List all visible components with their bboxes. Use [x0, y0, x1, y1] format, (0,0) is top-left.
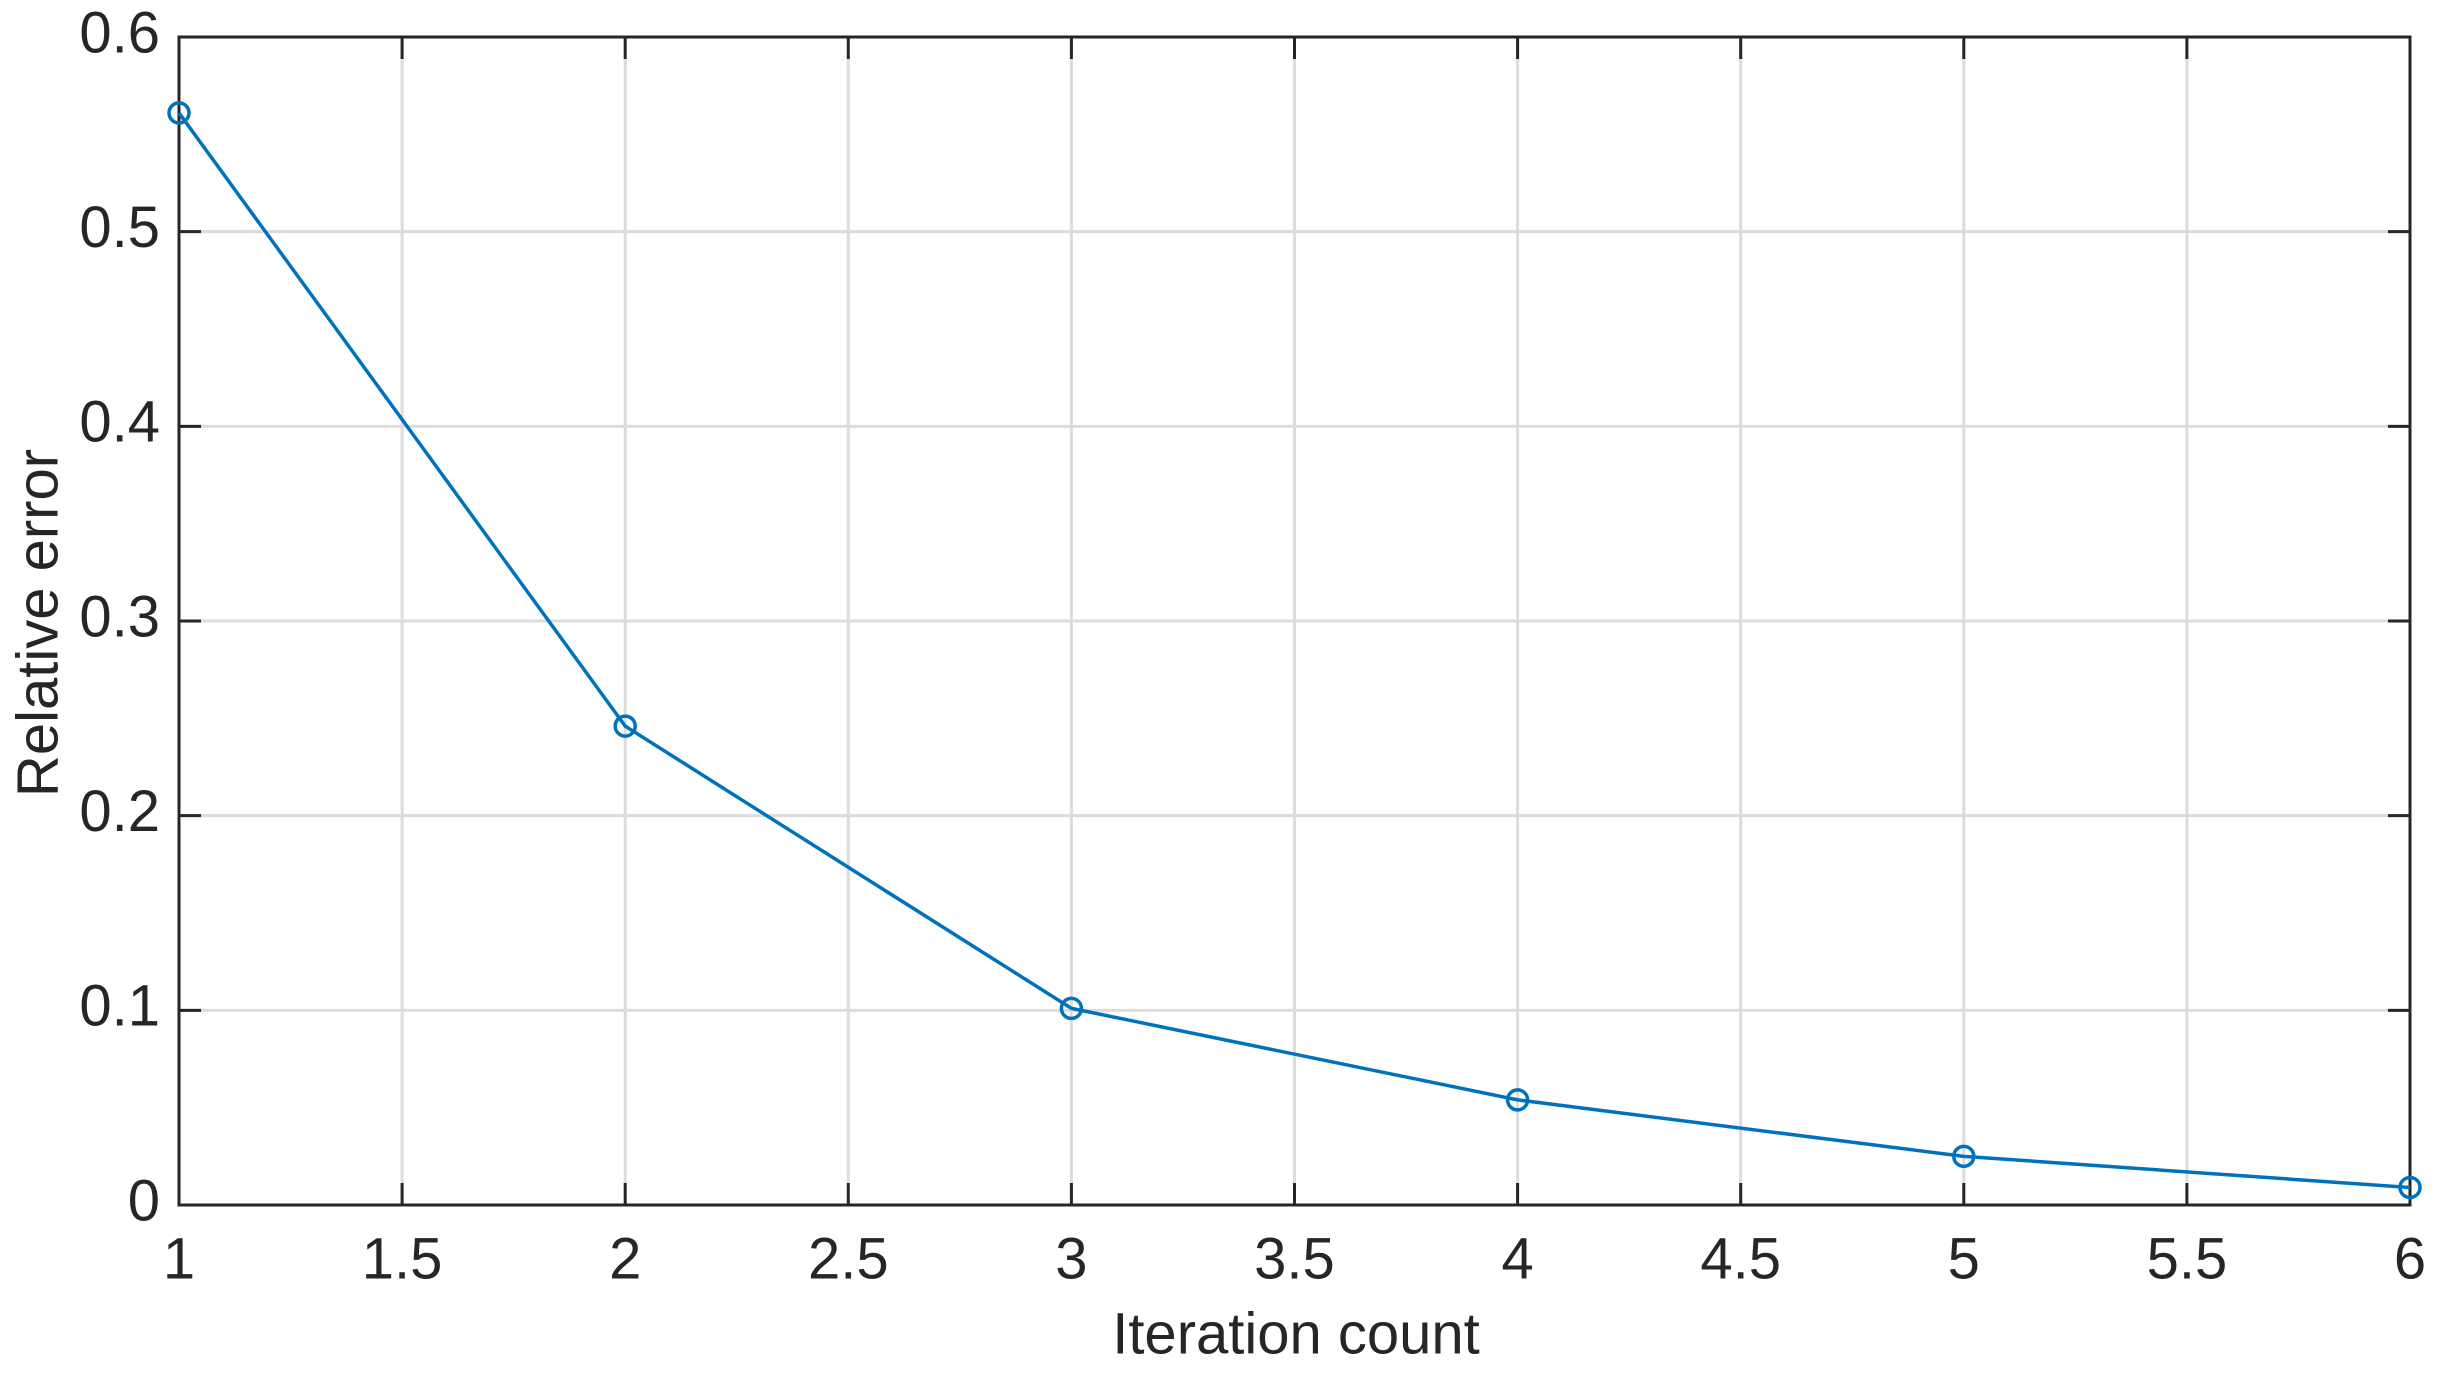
x-tick-label: 3 [1055, 1226, 1087, 1291]
y-tick-label: 0.4 [79, 390, 160, 455]
x-tick-label: 1.5 [362, 1226, 443, 1291]
y-tick-label: 0.5 [79, 195, 160, 260]
data-point [1505, 1088, 1530, 1112]
series-line [177, 111, 2411, 1190]
y-axis-label: Relative error [5, 449, 70, 797]
x-tick-label: 5 [1948, 1226, 1980, 1291]
y-tick-label: 0.3 [79, 584, 160, 649]
x-tick-label: 1 [163, 1226, 195, 1291]
data-point [167, 101, 191, 125]
plot-frame [177, 35, 2412, 1207]
y-tick-label: 0.2 [79, 779, 160, 844]
x-tick-label: 2 [609, 1226, 641, 1291]
x-tick-label: 5.5 [2147, 1226, 2228, 1291]
y-tick-label: 0.1 [79, 974, 160, 1039]
y-tick-label: 0 [128, 1168, 160, 1233]
x-tick-label: 3.5 [1254, 1226, 1335, 1291]
data-point [613, 714, 637, 738]
data-point [1952, 1144, 1976, 1169]
x-tick-label: 6 [2394, 1226, 2426, 1291]
x-tick-label: 4.5 [1700, 1226, 1781, 1291]
x-axis-label: Iteration count [1112, 1301, 1480, 1366]
data-point [1059, 996, 1084, 1021]
x-tick-label: 2.5 [808, 1226, 889, 1291]
y-tick-label: 0.6 [79, 0, 160, 65]
x-tick-label: 4 [1501, 1226, 1533, 1291]
data-point [2398, 1175, 2422, 1200]
